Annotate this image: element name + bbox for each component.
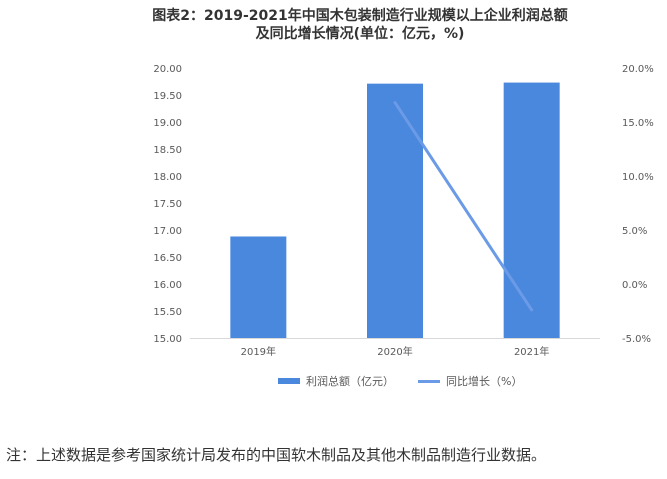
- chart-title-line2: 及同比增长情况(单位：亿元，%): [255, 26, 465, 42]
- legend-line-swatch: [418, 379, 440, 383]
- x-tick-label: 2021年: [514, 345, 549, 358]
- bar-profit: [503, 82, 560, 338]
- legend-item-growth: 同比增长（%）: [418, 373, 522, 389]
- y-left-tick-label: 18.00: [153, 172, 182, 183]
- y-left-tick-label: 15.50: [153, 307, 182, 318]
- y-left-tick-label: 17.00: [153, 226, 182, 237]
- y-left-tick-label: 17.50: [153, 199, 182, 210]
- y-right-tick-label: 0.0%: [622, 280, 647, 291]
- x-tick-label: 2020年: [377, 345, 412, 358]
- legend-item-profit: 利润总额（亿元）: [278, 373, 394, 389]
- chart-title-line1: 图表2：2019-2021年中国木包装制造行业规模以上企业利润总额: [152, 8, 568, 24]
- bar-profit: [367, 83, 423, 338]
- y-right-tick-label: -5.0%: [622, 334, 651, 345]
- y-left-tick-label: 16.50: [153, 253, 182, 264]
- y-left-tick-label: 19.50: [153, 91, 182, 102]
- y-left-tick-label: 16.00: [153, 280, 182, 291]
- y-right-tick-label: 5.0%: [622, 226, 647, 237]
- growth-series-line: [393, 101, 534, 312]
- y-left-tick-label: 19.00: [153, 118, 182, 129]
- y-left-tick-label: 20.00: [153, 64, 182, 75]
- y-left-tick-label: 18.50: [153, 145, 182, 156]
- legend-label-profit: 利润总额（亿元）: [306, 375, 394, 388]
- legend-label-growth: 同比增长（%）: [446, 375, 523, 388]
- y-right-tick-label: 15.0%: [622, 118, 654, 129]
- y-left-tick-label: 15.00: [153, 334, 182, 345]
- footnote: 注：上述数据是参考国家统计局发布的中国软木制品及其他木制品制造行业数据。: [6, 446, 547, 464]
- legend-bar-swatch: [278, 378, 300, 384]
- x-tick-label: 2019年: [241, 345, 276, 358]
- y-right-tick-label: 20.0%: [622, 64, 654, 75]
- bar-profit: [230, 236, 287, 338]
- y-right-tick-label: 10.0%: [622, 172, 654, 183]
